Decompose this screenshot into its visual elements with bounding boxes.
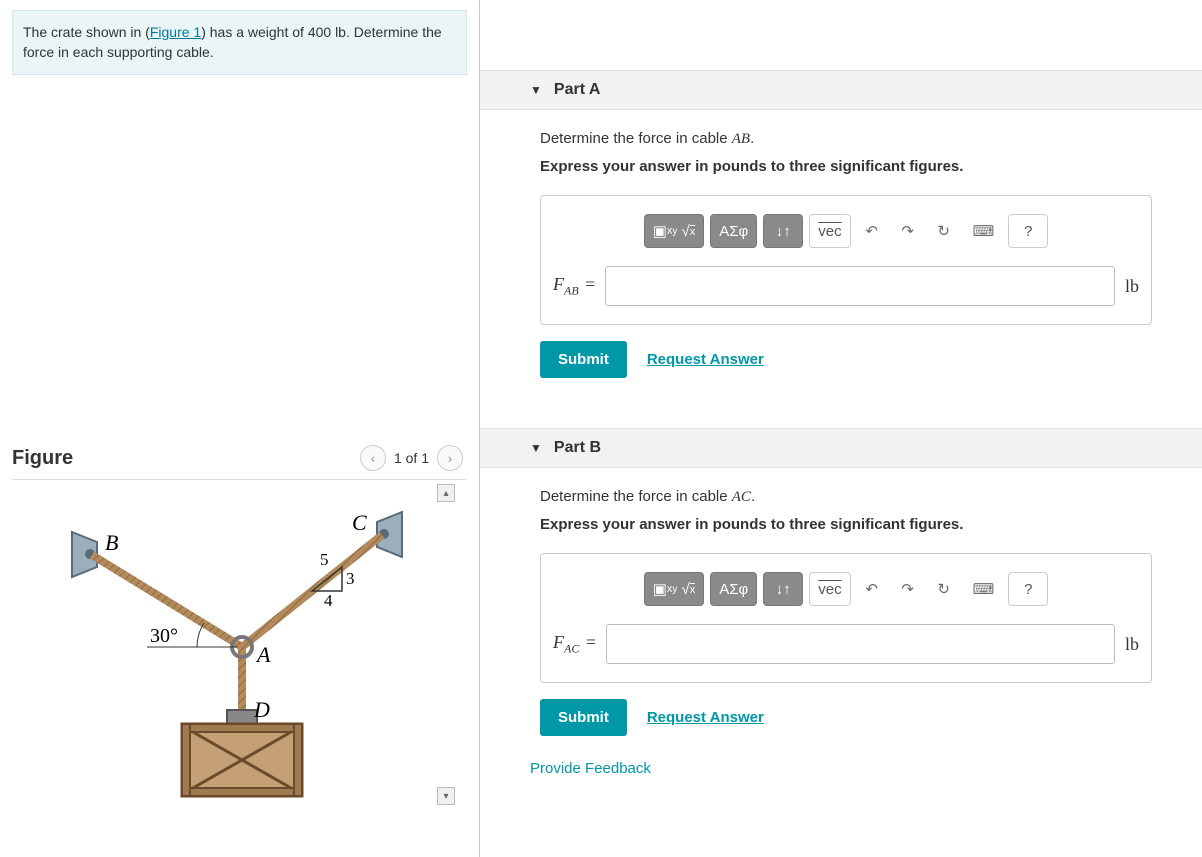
figure-diagram: 30° 5 3 4 <box>42 492 442 809</box>
figure-next-button[interactable]: › <box>437 445 463 471</box>
figure-body: ▴ ▾ <box>12 479 467 809</box>
part-a-express: Express your answer in pounds to three s… <box>540 158 1152 175</box>
keyboard-button[interactable]: ⌨ <box>965 214 1003 248</box>
greek-button[interactable]: ΑΣφ <box>710 572 757 606</box>
part-b-answer-box: ▣xy √x ΑΣφ ↓↑ vec ↶ ↷ ↻ ⌨ ? FAC = <box>540 553 1152 683</box>
reset-button[interactable]: ↻ <box>929 214 959 248</box>
reset-button[interactable]: ↻ <box>929 572 959 606</box>
help-button[interactable]: ? <box>1008 214 1048 248</box>
scroll-up-button[interactable]: ▴ <box>437 484 455 502</box>
figure-prev-button[interactable]: ‹ <box>360 445 386 471</box>
label-b: B <box>105 530 118 555</box>
angle-label: 30° <box>150 625 178 647</box>
arrows-button[interactable]: ↓↑ <box>763 572 803 606</box>
svg-text:5: 5 <box>320 550 329 569</box>
part-a-header[interactable]: ▼ Part A <box>480 70 1202 110</box>
templates-button[interactable]: ▣xy √x <box>644 214 705 248</box>
part-a-input[interactable] <box>605 266 1115 306</box>
provide-feedback-link[interactable]: Provide Feedback <box>480 746 1202 777</box>
part-a-answer-box: ▣xy √x ΑΣφ ↓↑ vec ↶ ↷ ↻ ⌨ ? FAB = <box>540 195 1152 325</box>
part-b: ▼ Part B Determine the force in cable AC… <box>480 428 1202 746</box>
svg-text:3: 3 <box>346 569 355 588</box>
figure-heading: Figure <box>12 447 356 470</box>
figure-header: Figure ‹ 1 of 1 › <box>12 445 467 479</box>
problem-statement: The crate shown in (Figure 1) has a weig… <box>12 10 467 75</box>
undo-button[interactable]: ↶ <box>857 572 887 606</box>
part-a-request-answer-link[interactable]: Request Answer <box>647 351 764 368</box>
templates-button[interactable]: ▣xy √x <box>644 572 705 606</box>
part-b-request-answer-link[interactable]: Request Answer <box>647 709 764 726</box>
label-d: D <box>253 697 270 722</box>
part-b-express: Express your answer in pounds to three s… <box>540 516 1152 533</box>
part-b-unit: lb <box>1125 634 1139 655</box>
caret-down-icon: ▼ <box>530 441 542 455</box>
part-a-unit: lb <box>1125 276 1139 297</box>
part-b-toolbar: ▣xy √x ΑΣφ ↓↑ vec ↶ ↷ ↻ ⌨ ? <box>553 572 1139 606</box>
greek-button[interactable]: ΑΣφ <box>710 214 757 248</box>
help-button[interactable]: ? <box>1008 572 1048 606</box>
keyboard-button[interactable]: ⌨ <box>965 572 1003 606</box>
label-a: A <box>255 642 271 667</box>
part-b-submit-button[interactable]: Submit <box>540 699 627 736</box>
undo-button[interactable]: ↶ <box>857 214 887 248</box>
label-c: C <box>352 510 367 535</box>
problem-text-before: The crate shown in ( <box>23 24 150 40</box>
part-b-variable: FAC = <box>553 632 596 657</box>
crate <box>182 710 302 796</box>
figure-link[interactable]: Figure 1 <box>150 24 201 40</box>
caret-down-icon: ▼ <box>530 83 542 97</box>
svg-text:4: 4 <box>324 591 333 610</box>
part-a-toolbar: ▣xy √x ΑΣφ ↓↑ vec ↶ ↷ ↻ ⌨ ? <box>553 214 1139 248</box>
arrows-button[interactable]: ↓↑ <box>763 214 803 248</box>
vec-button[interactable]: vec <box>809 572 850 606</box>
part-a-variable: FAB = <box>553 274 595 299</box>
redo-button[interactable]: ↷ <box>893 572 923 606</box>
part-b-input[interactable] <box>606 624 1115 664</box>
part-a: ▼ Part A Determine the force in cable AB… <box>480 70 1202 388</box>
scroll-down-button[interactable]: ▾ <box>437 787 455 805</box>
figure-pager: 1 of 1 <box>394 450 429 466</box>
part-a-submit-button[interactable]: Submit <box>540 341 627 378</box>
part-a-title: Part A <box>554 81 601 99</box>
redo-button[interactable]: ↷ <box>893 214 923 248</box>
part-b-header[interactable]: ▼ Part B <box>480 428 1202 468</box>
part-b-title: Part B <box>554 439 601 457</box>
vec-button[interactable]: vec <box>809 214 850 248</box>
part-a-instruction: Determine the force in cable AB. <box>540 130 1152 148</box>
part-b-instruction: Determine the force in cable AC. <box>540 488 1152 506</box>
